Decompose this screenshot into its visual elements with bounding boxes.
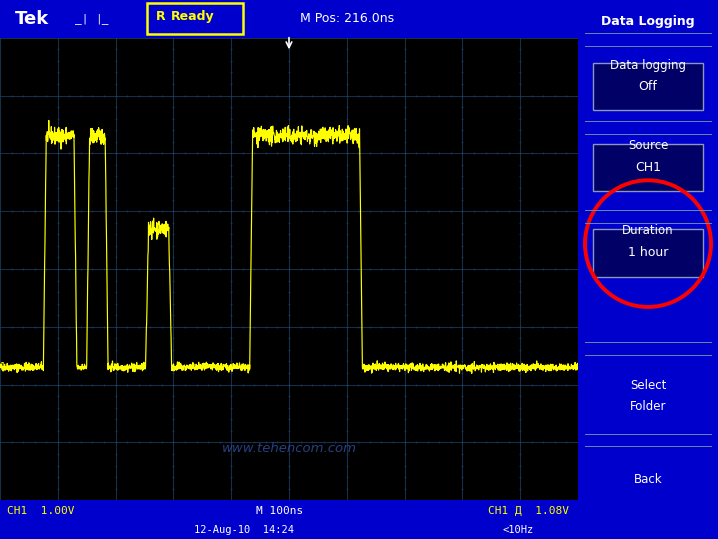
Text: CH1: CH1 bbox=[635, 161, 661, 174]
Text: Source: Source bbox=[628, 139, 668, 152]
FancyBboxPatch shape bbox=[147, 3, 243, 34]
Text: _|: _| bbox=[75, 12, 88, 24]
Text: Folder: Folder bbox=[630, 400, 666, 413]
Text: Tek: Tek bbox=[14, 10, 49, 28]
Text: M Pos: 216.0ns: M Pos: 216.0ns bbox=[299, 12, 394, 25]
FancyBboxPatch shape bbox=[593, 63, 703, 110]
Text: www.tehencom.com: www.tehencom.com bbox=[221, 441, 357, 455]
Text: CH1 Д  1.08V: CH1 Д 1.08V bbox=[488, 506, 569, 516]
Text: 12-Aug-10  14:24: 12-Aug-10 14:24 bbox=[194, 526, 294, 535]
Text: CH1  1.00V: CH1 1.00V bbox=[7, 506, 75, 516]
Text: R: R bbox=[156, 10, 166, 24]
FancyBboxPatch shape bbox=[593, 229, 703, 277]
Text: Data Logging: Data Logging bbox=[601, 15, 695, 28]
Text: Ready: Ready bbox=[170, 10, 214, 24]
Text: Off: Off bbox=[638, 80, 658, 93]
Text: Duration: Duration bbox=[623, 224, 673, 237]
Text: Back: Back bbox=[634, 473, 662, 486]
Text: |_: |_ bbox=[95, 12, 109, 24]
Text: Select: Select bbox=[630, 379, 666, 392]
FancyBboxPatch shape bbox=[593, 144, 703, 191]
Text: Data logging: Data logging bbox=[610, 59, 686, 72]
Text: M 100ns: M 100ns bbox=[256, 506, 304, 516]
Text: 1→: 1→ bbox=[0, 362, 12, 372]
Text: <10Hz: <10Hz bbox=[503, 526, 534, 535]
Text: 1 hour: 1 hour bbox=[628, 246, 668, 259]
